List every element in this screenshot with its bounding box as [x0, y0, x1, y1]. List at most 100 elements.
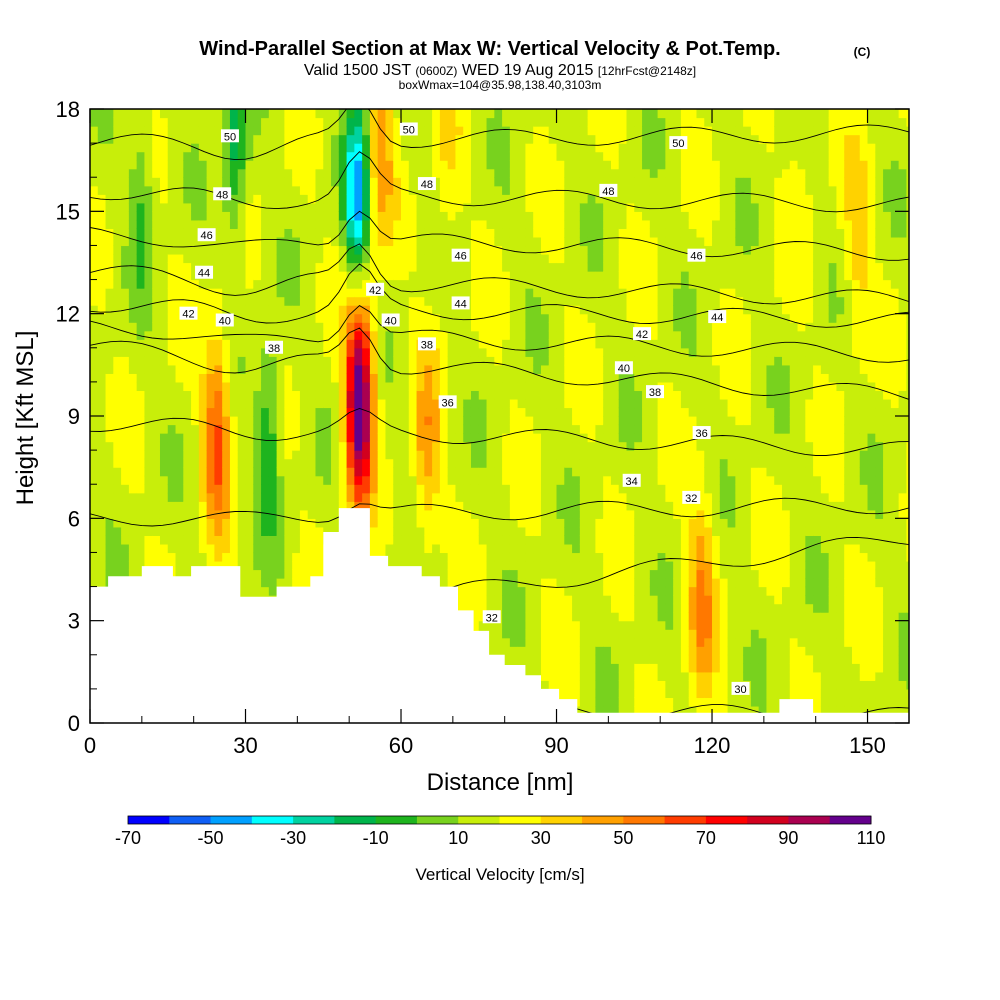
- velocity-cell: [253, 560, 262, 571]
- velocity-cell: [439, 526, 449, 536]
- velocity-cell: [90, 407, 99, 417]
- velocity-cell: [362, 253, 371, 264]
- velocity-cell: [502, 492, 511, 502]
- velocity-cell: [346, 458, 355, 468]
- velocity-cell: [354, 134, 363, 144]
- velocity-cell: [502, 202, 511, 212]
- velocity-cell: [486, 339, 495, 349]
- velocity-cell: [525, 526, 534, 536]
- velocity-cell: [214, 467, 223, 477]
- velocity-cell: [237, 202, 247, 212]
- velocity-cell: [152, 160, 161, 170]
- velocity-cell: [603, 501, 612, 511]
- velocity-cell: [603, 475, 612, 485]
- velocity-cell: [315, 134, 324, 144]
- velocity-cell: [525, 313, 534, 323]
- velocity-cell: [97, 458, 107, 468]
- velocity-cell: [268, 450, 278, 460]
- velocity-cell: [167, 228, 177, 238]
- velocity-cell: [315, 526, 324, 536]
- velocity-cell: [206, 509, 216, 519]
- velocity-cell: [198, 296, 208, 306]
- velocity-cell: [183, 450, 192, 460]
- velocity-cell: [548, 663, 558, 673]
- velocity-cell: [416, 151, 425, 161]
- velocity-cell: [159, 416, 169, 426]
- velocity-cell: [548, 407, 558, 417]
- velocity-cell: [470, 194, 480, 204]
- velocity-cell: [540, 134, 550, 144]
- velocity-cell: [587, 177, 596, 187]
- velocity-cell: [338, 424, 348, 434]
- velocity-cell: [175, 552, 184, 562]
- velocity-cell: [229, 313, 239, 323]
- velocity-cell: [564, 680, 573, 690]
- velocity-cell: [587, 296, 596, 306]
- velocity-cell: [377, 202, 387, 212]
- velocity-cell: [486, 424, 495, 434]
- velocity-cell: [533, 646, 542, 656]
- velocity-cell: [595, 194, 604, 204]
- velocity-cell: [525, 185, 534, 195]
- velocity-cell: [618, 194, 628, 204]
- velocity-cell: [556, 688, 565, 699]
- velocity-cell: [579, 194, 589, 204]
- velocity-cell: [315, 475, 324, 485]
- velocity-cell: [159, 526, 169, 536]
- velocity-cell: [401, 407, 410, 417]
- velocity-cell: [548, 219, 558, 229]
- velocity-cell: [323, 339, 332, 349]
- velocity-cell: [245, 117, 254, 127]
- velocity-cell: [299, 288, 309, 298]
- velocity-cell: [603, 663, 612, 673]
- velocity-cell: [494, 501, 503, 511]
- velocity-cell: [307, 484, 317, 494]
- velocity-cell: [540, 492, 550, 502]
- velocity-cell: [105, 518, 114, 528]
- velocity-cell: [191, 194, 200, 204]
- velocity-cell: [222, 296, 231, 306]
- velocity-cell: [331, 458, 340, 468]
- velocity-cell: [237, 535, 247, 545]
- velocity-cell: [393, 177, 402, 187]
- velocity-cell: [261, 501, 270, 511]
- velocity-cell: [548, 612, 558, 622]
- velocity-cell: [447, 475, 457, 485]
- velocity-cell: [432, 288, 441, 298]
- velocity-cell: [175, 484, 184, 494]
- velocity-cell: [439, 433, 449, 443]
- velocity-cell: [97, 151, 107, 161]
- velocity-cell: [432, 126, 441, 136]
- velocity-cell: [603, 151, 612, 161]
- velocity-cell: [377, 475, 387, 485]
- velocity-cell: [113, 467, 122, 477]
- velocity-cell: [268, 560, 278, 571]
- velocity-cell: [595, 245, 604, 255]
- velocity-cell: [603, 518, 612, 528]
- velocity-cell: [284, 117, 293, 127]
- velocity-cell: [564, 134, 573, 144]
- velocity-cell: [533, 390, 542, 400]
- velocity-cell: [284, 211, 293, 221]
- velocity-cell: [470, 543, 480, 554]
- velocity-cell: [509, 518, 519, 528]
- velocity-cell: [331, 450, 340, 460]
- velocity-cell: [540, 543, 550, 554]
- velocity-cell: [618, 595, 628, 605]
- velocity-cell: [307, 271, 317, 281]
- velocity-cell: [276, 253, 285, 264]
- velocity-cell: [121, 492, 130, 502]
- velocity-cell: [315, 569, 324, 579]
- velocity-cell: [556, 450, 565, 460]
- velocity-cell: [261, 390, 270, 400]
- velocity-cell: [144, 424, 153, 434]
- velocity-cell: [144, 560, 153, 571]
- velocity-cell: [509, 586, 519, 596]
- velocity-cell: [439, 245, 449, 255]
- velocity-cell: [144, 501, 153, 511]
- velocity-cell: [610, 219, 620, 229]
- velocity-cell: [533, 578, 542, 588]
- velocity-cell: [424, 134, 433, 144]
- velocity-cell: [509, 578, 519, 588]
- velocity-cell: [416, 160, 425, 170]
